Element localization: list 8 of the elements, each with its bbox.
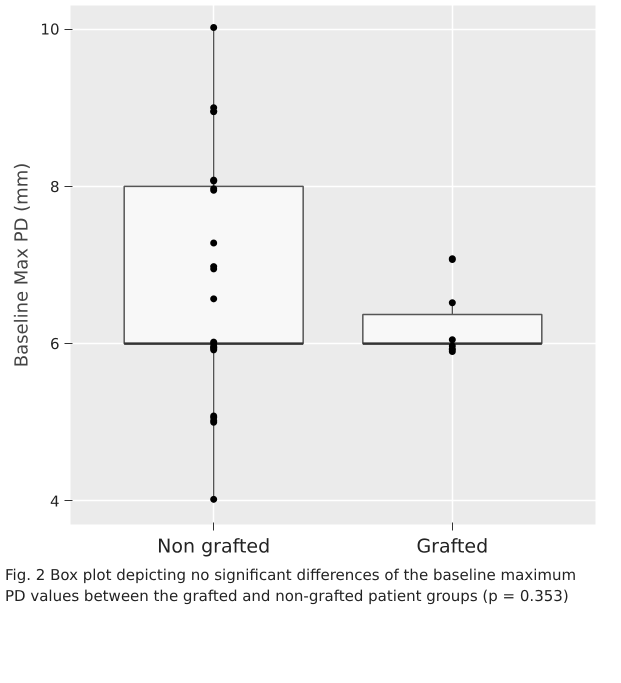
y-tick-label: 8: [50, 178, 60, 196]
y-tick-label: 10: [40, 20, 60, 39]
caption: Fig. 2 Box plot depicting no significant differences of the baseline maximum PD values between the grafted and non-grafted patient groups (p = 0.353): [5, 565, 578, 608]
y-axis-title: Baseline Max PD (mm): [11, 162, 32, 368]
y-tick-label: 6: [50, 335, 60, 354]
y-tick-label: 4: [50, 492, 60, 510]
x-tick-label: Grafted: [416, 536, 488, 558]
x-tick-label: Non grafted: [157, 536, 270, 558]
